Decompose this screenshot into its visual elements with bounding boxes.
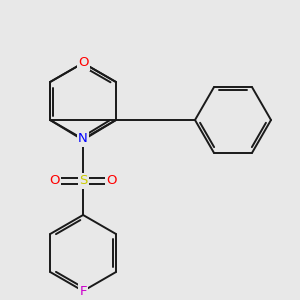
Text: F: F bbox=[79, 284, 87, 298]
Text: S: S bbox=[79, 174, 87, 187]
Text: N: N bbox=[78, 133, 88, 146]
Text: O: O bbox=[78, 56, 88, 70]
Text: O: O bbox=[106, 174, 117, 187]
Text: O: O bbox=[49, 174, 60, 187]
